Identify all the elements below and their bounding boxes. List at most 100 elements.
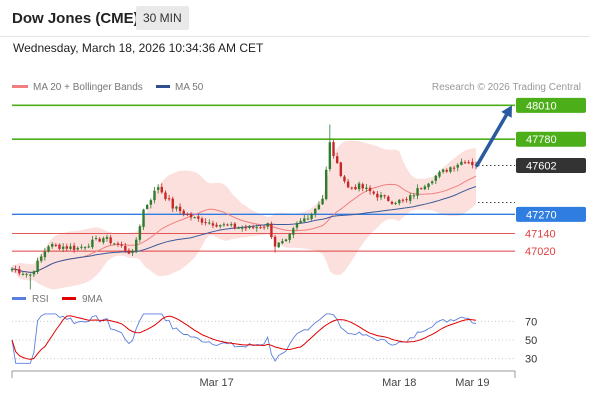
- candle-126: [471, 158, 474, 169]
- candle-58: [222, 222, 226, 227]
- candle-34: [135, 237, 138, 254]
- candle-body-21: [87, 246, 90, 248]
- candle-120: [449, 166, 452, 174]
- rsi-ma-legend-label: 9MA: [82, 294, 103, 305]
- candle-body-36: [142, 209, 145, 227]
- candle-18: [76, 246, 79, 251]
- candle-118: [441, 168, 445, 174]
- candle-body-26: [105, 236, 109, 239]
- candle-body-38: [149, 200, 153, 205]
- candle-body-59: [226, 224, 229, 226]
- candle-body-113: [423, 186, 427, 190]
- candle-body-78: [295, 223, 299, 228]
- candle-body-10: [47, 246, 50, 252]
- candle-body-43: [167, 198, 171, 200]
- legend-label-ma50: MA 50: [175, 82, 204, 93]
- candle-body-56: [215, 224, 218, 227]
- candle-body-5: [29, 274, 32, 276]
- candle-body-119: [445, 169, 448, 172]
- candle-77: [292, 226, 295, 239]
- legend-label-ma20: MA 20 + Bollinger Bands: [33, 82, 143, 93]
- candle-body-68: [259, 227, 262, 229]
- candle-75: [284, 238, 288, 242]
- candle-14: [61, 243, 65, 253]
- candle-59: [226, 223, 229, 227]
- candle-86: [325, 166, 328, 201]
- candle-body-76: [288, 233, 291, 240]
- candle-22: [91, 236, 94, 250]
- x-tick-label-2: Mar 19: [455, 377, 489, 389]
- candle-23: [94, 235, 98, 241]
- candle-81: [306, 215, 310, 220]
- candle-123: [460, 158, 463, 166]
- candle-body-14: [61, 246, 65, 249]
- candle-body-66: [251, 227, 255, 229]
- candle-46: [178, 203, 182, 215]
- x-axis: Mar 17 Mar 18 Mar 19: [11, 370, 516, 389]
- candle-104: [390, 200, 394, 205]
- candle-38: [149, 198, 153, 209]
- candle-body-98: [368, 187, 372, 192]
- candle-96: [361, 182, 364, 192]
- candle-16: [69, 243, 72, 251]
- candle-body-72: [273, 236, 277, 247]
- instrument-title: Dow Jones (CME): [12, 10, 139, 27]
- candle-body-124: [463, 162, 467, 164]
- candle-85: [321, 194, 324, 205]
- candle-body-117: [438, 171, 441, 177]
- candle-body-109: [409, 195, 412, 201]
- candle-body-44: [171, 198, 174, 209]
- candle-115: [430, 180, 434, 185]
- level-tag-47602: [516, 157, 586, 173]
- candle-body-11: [50, 243, 54, 247]
- x-tick-label-0: Mar 17: [199, 377, 233, 389]
- candle-87: [328, 124, 332, 172]
- candle-100: [376, 190, 379, 201]
- candle-35: [138, 224, 142, 243]
- candle-body-45: [175, 206, 178, 209]
- candle-54: [208, 219, 211, 225]
- candle-body-99: [372, 191, 375, 194]
- candle-body-32: [127, 250, 131, 254]
- candle-28: [113, 242, 116, 245]
- legend-swatch-ma20: [12, 85, 28, 88]
- candle-body-104: [390, 201, 394, 204]
- candle-body-28: [113, 243, 116, 245]
- candle-body-40: [156, 187, 160, 190]
- candle-90: [339, 161, 343, 178]
- candle-body-25: [102, 238, 105, 243]
- candle-70: [266, 222, 269, 230]
- candle-7: [36, 257, 39, 275]
- candle-body-19: [80, 246, 83, 248]
- candle-body-4: [25, 273, 28, 275]
- candle-91: [343, 174, 346, 184]
- candle-body-75: [284, 239, 288, 242]
- candle-71: [270, 221, 273, 239]
- candle-body-50: [193, 217, 196, 219]
- candle-5: [29, 273, 32, 290]
- candle-body-48: [186, 213, 189, 215]
- timeframe-button[interactable]: 30 MIN: [136, 6, 189, 30]
- candle-41: [160, 183, 163, 194]
- candle-82: [310, 212, 313, 221]
- candle-body-9: [43, 251, 47, 258]
- credit-text: Research © 2026 Trading Central: [432, 82, 581, 93]
- candle-body-31: [124, 245, 127, 251]
- candle-body-86: [325, 169, 328, 200]
- candle-94: [354, 184, 357, 190]
- candle-113: [423, 184, 427, 191]
- candle-64: [244, 224, 248, 231]
- candle-108: [405, 197, 408, 203]
- candle-84: [317, 201, 321, 210]
- rsi-legend-swatch: [12, 297, 26, 300]
- candle-body-42: [164, 192, 167, 200]
- candle-117: [438, 170, 441, 179]
- candle-6: [32, 270, 36, 278]
- candle-4: [25, 272, 28, 278]
- candle-body-122: [456, 164, 459, 168]
- candle-32: [127, 248, 131, 255]
- forecast-arrow-shaft: [475, 111, 510, 168]
- candle-106: [398, 199, 401, 206]
